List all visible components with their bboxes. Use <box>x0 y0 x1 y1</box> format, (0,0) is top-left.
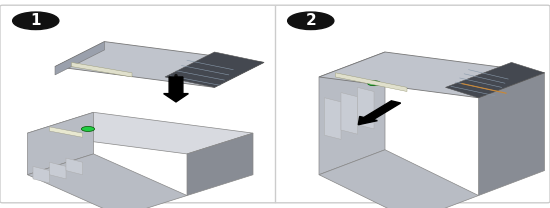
Polygon shape <box>50 127 82 137</box>
Polygon shape <box>66 158 82 175</box>
Circle shape <box>81 126 95 131</box>
Polygon shape <box>324 98 341 139</box>
FancyArrow shape <box>164 77 188 102</box>
Circle shape <box>367 81 381 86</box>
Polygon shape <box>50 162 66 179</box>
Polygon shape <box>33 166 50 183</box>
Polygon shape <box>55 42 264 87</box>
Polygon shape <box>319 150 478 208</box>
Polygon shape <box>55 42 104 75</box>
Polygon shape <box>72 62 132 77</box>
Polygon shape <box>478 73 544 196</box>
Polygon shape <box>319 52 544 98</box>
Circle shape <box>288 12 334 30</box>
Polygon shape <box>341 93 358 134</box>
Polygon shape <box>187 133 253 196</box>
Polygon shape <box>165 52 264 87</box>
Polygon shape <box>336 73 407 92</box>
Polygon shape <box>28 112 253 154</box>
Polygon shape <box>319 52 385 175</box>
Text: 2: 2 <box>305 13 316 28</box>
Polygon shape <box>358 87 374 129</box>
Text: 1: 1 <box>30 13 41 28</box>
FancyBboxPatch shape <box>0 5 550 203</box>
Polygon shape <box>446 62 544 98</box>
Polygon shape <box>28 154 187 208</box>
Circle shape <box>13 12 59 30</box>
FancyArrow shape <box>358 101 400 125</box>
Polygon shape <box>28 112 94 175</box>
